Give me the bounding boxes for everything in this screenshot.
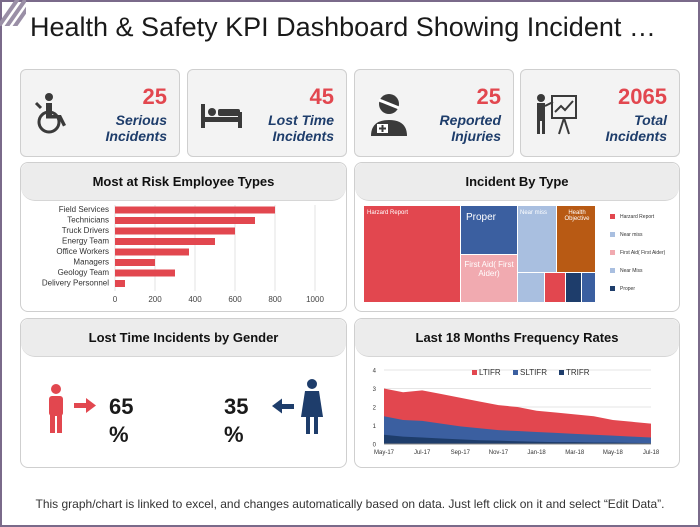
x-tick-label: Jan-18 (527, 450, 546, 456)
kpi-label: Total Incidents (605, 112, 667, 144)
panel-gender: Lost Time Incidents by Gender (20, 318, 347, 468)
x-tick-label: Nov-17 (489, 450, 509, 456)
kpi-card-lost-time: 45 Lost Time Incidents (187, 69, 347, 157)
panel-title: Last 18 Months Frequency Rates (355, 319, 679, 357)
treemap-tile-proper (461, 206, 517, 254)
x-tick-label: 400 (188, 295, 202, 304)
bar (115, 248, 189, 256)
category-label: Office Workers (56, 247, 109, 256)
panel-title: Lost Time Incidents by Gender (21, 319, 346, 357)
wheelchair-icon (34, 93, 66, 134)
kpi-card-injuries: 25 Reported Injuries (354, 69, 514, 157)
category-label: Energy Team (62, 237, 109, 246)
treemap-tile-small (545, 273, 565, 302)
treemap-tile-first-aid (461, 255, 517, 302)
bar (115, 259, 155, 266)
legend-swatch (559, 370, 564, 375)
treemap-legend-item: Proper (610, 286, 635, 292)
x-tick-label: May-18 (603, 450, 624, 456)
category-label: Delivery Personnel (42, 279, 109, 288)
injured-person-icon (371, 94, 407, 136)
kpi-card-total: 2065 Total Incidents (520, 69, 680, 157)
kpi-label: Reported Injuries (439, 112, 501, 144)
bar (115, 217, 255, 224)
legend-label: TRIFR (566, 368, 590, 377)
x-tick-label: Mar-18 (565, 450, 585, 456)
x-tick-label: Jul-17 (414, 450, 431, 456)
area-trifr (384, 434, 651, 444)
x-tick-label: Jul-18 (643, 450, 660, 456)
treemap-legend-item: Near miss (610, 232, 643, 238)
kpi-value: 25 (142, 84, 167, 109)
female-percentage: 35% (224, 394, 249, 447)
category-label: Truck Drivers (62, 226, 109, 235)
y-tick-label: 4 (373, 369, 377, 375)
treemap-tile-small (582, 273, 595, 302)
male-percentage: 65% (109, 394, 134, 447)
treemap-legend-item: Harzard Report (610, 214, 654, 220)
x-tick-label: 0 (113, 295, 118, 304)
category-label: Technicians (67, 216, 109, 225)
kpi-value: 25 (476, 84, 501, 109)
treemap-label-first-aid: First Aid( First Aider) (464, 260, 514, 278)
bar (115, 269, 175, 277)
treemap-legend-item: Near Miss (610, 268, 643, 274)
kpi-label: Lost Time Incidents (268, 112, 334, 144)
treemap-tile-small (518, 273, 544, 302)
x-tick-label: 1000 (306, 295, 324, 304)
legend-label: SLTIFR (520, 368, 547, 377)
incident-treemap (364, 206, 595, 302)
legend-label: LTIFR (479, 368, 501, 377)
y-tick-label: 0 (373, 443, 377, 449)
y-tick-label: 1 (373, 424, 377, 430)
treemap-label-hazard: Harzard Report (367, 210, 409, 216)
kpi-value: 2065 (618, 84, 667, 109)
female-icon (272, 379, 323, 434)
panel-title: Incident By Type (355, 163, 679, 201)
bed-icon (201, 104, 242, 128)
bar (115, 238, 215, 245)
x-tick-label: 600 (228, 295, 242, 304)
category-label: Geology Team (58, 268, 110, 277)
panel-risk: Most at Risk Employee Types (20, 162, 347, 312)
frequency-area-chart: 0 1 2 3 4 May-17 Jul-17 Sep-17 Nov-17 Jan-18 Mar-1… (373, 368, 660, 456)
male-icon (49, 384, 96, 433)
presenter-board-icon (537, 94, 577, 135)
x-tick-label: May-17 (374, 450, 395, 456)
footer-note: This graph/chart is linked to excel, and… (35, 497, 665, 511)
treemap-tile-near-miss (518, 206, 556, 272)
kpi-card-serious: 25 Serious Incidents (20, 69, 180, 157)
panel-title: Most at Risk Employee Types (21, 163, 346, 201)
area-sltifr (384, 416, 651, 444)
treemap-label-near-miss: Near miss (520, 210, 548, 216)
treemap-tile-small (566, 273, 581, 302)
legend-swatch (472, 370, 477, 375)
bar (115, 206, 275, 214)
treemap-legend-item: First Aid( First Aider) (610, 250, 665, 256)
treemap-label-proper: Proper (466, 212, 497, 223)
y-tick-label: 2 (373, 406, 377, 412)
kpi-label: Serious Incidents (105, 112, 167, 144)
risk-bar-chart: 0 200 400 600 800 1000 Field Services Technicia… (42, 205, 324, 304)
bar (115, 280, 125, 287)
bar (115, 227, 235, 235)
treemap-tile-health (557, 206, 595, 272)
corner-stripes (0, 0, 26, 26)
treemap-tile-hazard (364, 206, 460, 302)
treemap-label-health: Health Objective (564, 210, 590, 222)
x-tick-label: 200 (148, 295, 162, 304)
page-title: Health & Safety KPI Dashboard Showing In… (30, 12, 656, 42)
y-tick-label: 3 (373, 387, 377, 393)
x-tick-label: 800 (268, 295, 282, 304)
category-label: Managers (73, 258, 109, 267)
kpi-value: 45 (309, 84, 334, 109)
category-label: Field Services (59, 205, 109, 214)
x-tick-label: Sep-17 (451, 450, 471, 456)
legend-swatch (513, 370, 518, 375)
